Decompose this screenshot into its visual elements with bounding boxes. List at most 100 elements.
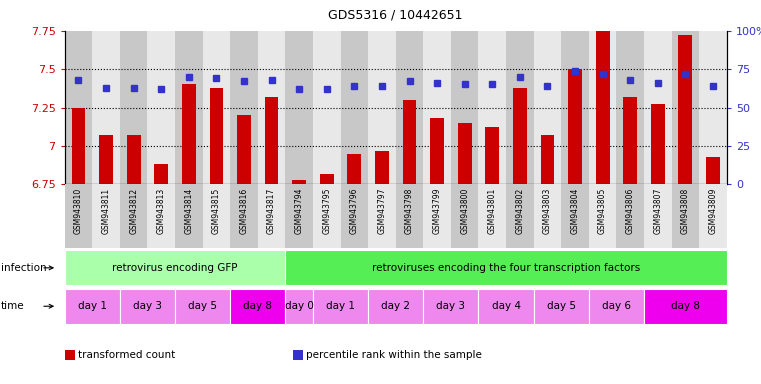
Bar	[506, 184, 533, 248]
Text: GSM943809: GSM943809	[708, 187, 718, 234]
Text: GSM943812: GSM943812	[129, 187, 139, 233]
Bar	[99, 135, 113, 184]
Bar	[479, 31, 506, 184]
Bar	[237, 115, 251, 184]
Bar	[265, 97, 279, 184]
Bar	[451, 31, 479, 184]
Text: day 8: day 8	[244, 301, 272, 311]
Bar	[540, 135, 554, 184]
Bar	[533, 31, 561, 184]
Bar	[623, 97, 637, 184]
Text: GSM943802: GSM943802	[515, 187, 524, 234]
Text: percentile rank within the sample: percentile rank within the sample	[306, 350, 482, 360]
Bar	[513, 88, 527, 184]
Text: GSM943798: GSM943798	[405, 187, 414, 234]
Bar	[175, 289, 230, 324]
Text: retroviruses encoding the four transcription factors: retroviruses encoding the four transcrip…	[372, 263, 640, 273]
Bar	[285, 184, 313, 248]
Bar	[616, 184, 644, 248]
Bar	[202, 31, 230, 184]
Bar	[479, 289, 533, 324]
Bar	[589, 31, 616, 184]
Bar	[65, 31, 92, 184]
Bar	[368, 31, 396, 184]
Bar	[644, 31, 671, 184]
Bar	[348, 154, 361, 184]
Bar	[430, 118, 444, 184]
Bar	[706, 157, 720, 184]
Text: GSM943805: GSM943805	[598, 187, 607, 234]
Bar	[154, 164, 168, 184]
Text: GSM943815: GSM943815	[212, 187, 221, 234]
Text: day 0: day 0	[285, 301, 314, 311]
Text: GSM943807: GSM943807	[653, 187, 662, 234]
Bar	[506, 31, 533, 184]
Text: GSM943796: GSM943796	[350, 187, 359, 234]
Bar	[175, 31, 202, 184]
Bar	[651, 104, 664, 184]
Text: GSM943810: GSM943810	[74, 187, 83, 234]
Text: day 3: day 3	[133, 301, 162, 311]
Bar	[182, 84, 196, 184]
Bar	[679, 35, 693, 184]
Bar	[671, 31, 699, 184]
Bar	[148, 184, 175, 248]
Bar	[92, 31, 120, 184]
Bar	[699, 31, 727, 184]
Bar	[533, 184, 561, 248]
Bar	[375, 151, 389, 184]
Text: retrovirus encoding GFP: retrovirus encoding GFP	[113, 263, 237, 273]
Bar	[285, 31, 313, 184]
Text: GSM943795: GSM943795	[322, 187, 331, 234]
Bar	[368, 184, 396, 248]
Text: GSM943797: GSM943797	[377, 187, 387, 234]
Bar	[699, 184, 727, 248]
Text: GSM943801: GSM943801	[488, 187, 497, 234]
Bar	[451, 184, 479, 248]
Bar	[313, 184, 340, 248]
Text: day 4: day 4	[492, 301, 521, 311]
Text: GSM943804: GSM943804	[571, 187, 580, 234]
Text: time: time	[1, 301, 24, 311]
Bar	[341, 184, 368, 248]
Bar	[127, 135, 141, 184]
Bar	[230, 31, 258, 184]
Bar	[596, 20, 610, 184]
Bar	[568, 69, 582, 184]
Bar	[423, 289, 479, 324]
Text: GSM943803: GSM943803	[543, 187, 552, 234]
Bar	[533, 289, 589, 324]
Bar	[230, 289, 285, 324]
Text: GSM943813: GSM943813	[157, 187, 166, 234]
Bar	[258, 184, 285, 248]
Bar	[616, 31, 644, 184]
Bar	[230, 184, 258, 248]
Text: day 1: day 1	[78, 301, 107, 311]
Bar	[72, 108, 85, 184]
Bar	[671, 184, 699, 248]
Text: day 6: day 6	[602, 301, 631, 311]
Text: GSM943808: GSM943808	[681, 187, 690, 234]
Bar	[561, 184, 589, 248]
Text: GSM943800: GSM943800	[460, 187, 470, 234]
Text: GSM943806: GSM943806	[626, 187, 635, 234]
Bar	[175, 184, 202, 248]
Bar	[341, 31, 368, 184]
Text: infection: infection	[1, 263, 46, 273]
Bar	[423, 31, 451, 184]
Bar	[644, 289, 727, 324]
Text: GSM943811: GSM943811	[101, 187, 110, 233]
Bar	[320, 174, 333, 184]
Bar	[313, 289, 368, 324]
Bar	[313, 31, 340, 184]
Text: GSM943814: GSM943814	[184, 187, 193, 234]
Bar	[423, 184, 451, 248]
Bar	[589, 184, 616, 248]
Text: day 5: day 5	[546, 301, 576, 311]
Bar	[120, 289, 175, 324]
Bar	[92, 184, 120, 248]
Bar	[479, 184, 506, 248]
Text: day 5: day 5	[188, 301, 217, 311]
Bar	[65, 289, 119, 324]
Bar	[589, 289, 644, 324]
